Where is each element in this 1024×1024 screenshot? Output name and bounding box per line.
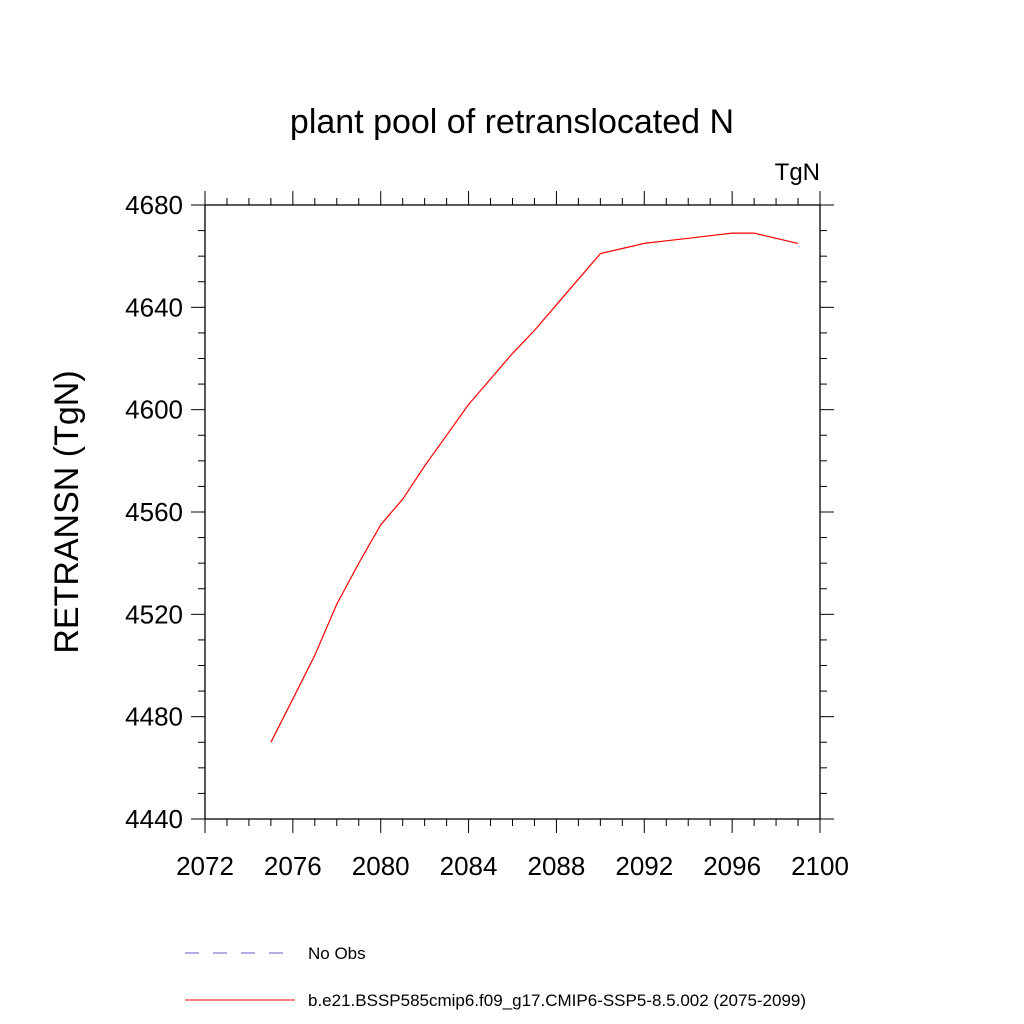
y-axis-label: RETRANSN (TgN) xyxy=(48,370,86,653)
x-tick-label: 2088 xyxy=(528,851,586,881)
y-tick-label: 4480 xyxy=(125,702,183,732)
y-tick-label: 4520 xyxy=(125,599,183,629)
y-tick-label: 4440 xyxy=(125,804,183,834)
plot-frame xyxy=(204,204,821,820)
x-tick-label: 2084 xyxy=(440,851,498,881)
chart-title: plant pool of retranslocated N xyxy=(290,103,734,141)
legend: No Obs b.e21.BSSP585cmip6.f09_g17.CMIP6-… xyxy=(185,944,806,1010)
axis-tick-labels: 2072 2076 2080 2084 2088 2092 2096 2100 4440 4480… xyxy=(125,190,849,881)
y-tick-label: 4600 xyxy=(125,395,183,425)
units-label: TgN xyxy=(775,159,820,186)
series-line xyxy=(270,232,799,743)
legend-label-no-obs: No Obs xyxy=(308,944,366,963)
y-tick-label: 4640 xyxy=(125,292,183,322)
x-tick-label: 2072 xyxy=(176,851,234,881)
x-tick-label: 2080 xyxy=(352,851,410,881)
legend-label-ssp585: b.e21.BSSP585cmip6.f09_g17.CMIP6-SSP5-8.… xyxy=(308,991,806,1010)
series-layer xyxy=(270,232,799,743)
x-tick-label: 2092 xyxy=(615,851,673,881)
y-tick-label: 4680 xyxy=(125,190,183,220)
axis-ticks xyxy=(191,191,834,833)
y-tick-label: 4560 xyxy=(125,497,183,527)
x-tick-label: 2100 xyxy=(791,851,849,881)
x-tick-label: 2076 xyxy=(264,851,322,881)
x-tick-label: 2096 xyxy=(703,851,761,881)
